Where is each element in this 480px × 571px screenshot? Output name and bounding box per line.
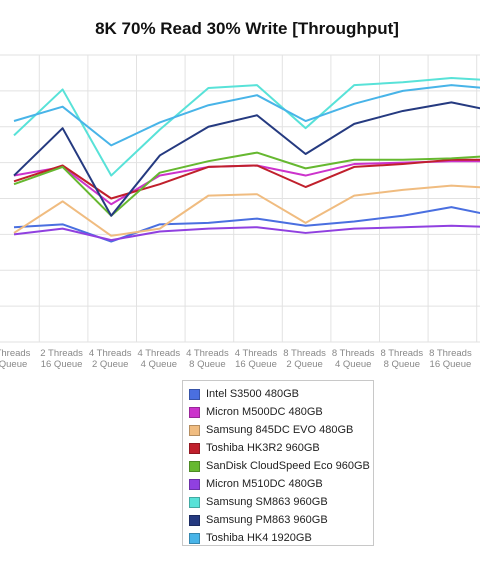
legend-item: Samsung PM863 960GB [189,511,373,529]
series-line-0 [13,206,480,243]
legend-label: Micron M500DC 480GB [206,406,323,418]
legend-item: Micron M510DC 480GB [189,475,373,493]
x-tick-label: 2 Threads 16 Queue [40,348,83,370]
legend-swatch [189,514,200,526]
x-tick-label: 4 Threads 2 Queue [89,348,132,370]
legend-item: Micron M500DC 480GB [189,403,373,421]
x-tick-label: 8 Threads 8 Queue [380,348,423,370]
legend-item: Samsung SM863 960GB [189,493,373,511]
legend-label: Intel S3500 480GB [206,388,299,400]
legend-label: Toshiba HK4 1920GB [206,532,312,544]
legend-label: SanDisk CloudSpeed Eco 960GB [206,460,370,472]
legend-swatch [189,478,200,490]
x-tick-label: 4 Threads 4 Queue [137,348,180,370]
legend-item: Toshiba HK4 1920GB [189,529,373,547]
legend-item: Intel S3500 480GB [189,385,373,403]
x-tick-label: ThreadsQueue [0,348,31,370]
legend-swatch [189,460,200,472]
x-tick-label: 8 Threads 2 Queue [283,348,326,370]
legend-swatch [189,442,200,454]
legend-label: Micron M510DC 480GB [206,478,323,490]
legend-swatch [189,406,200,418]
legend-label: Toshiba HK3R2 960GB [206,442,320,454]
chart-title: 8K 70% Read 30% Write [Throughput] [95,19,399,38]
legend-swatch [189,424,200,436]
legend-swatch [189,388,200,400]
series-line-7 [13,101,480,217]
legend: Intel S3500 480GB Micron M500DC 480GB Sams… [182,380,374,546]
legend-item: Toshiba HK3R2 960GB [189,439,373,457]
series-lines [13,76,480,243]
legend-label: Samsung 845DC EVO 480GB [206,424,354,436]
x-tick-label: 4 Threads 8 Queue [186,348,229,370]
x-tick-label: 8 Threads 4 Queue [332,348,375,370]
series-line-6 [13,76,480,177]
legend-swatch [189,496,200,508]
legend-label: Samsung PM863 960GB [206,514,328,526]
legend-item: Samsung 845DC EVO 480GB [189,421,373,439]
series-line-8 [13,84,480,147]
x-tick-label: 4 Threads 16 Queue [235,348,278,370]
legend-label: Samsung SM863 960GB [206,496,328,508]
series-line-2 [13,184,480,237]
x-tick-label: 8 Threads 16 Queue [429,348,472,370]
series-line-4 [13,151,480,217]
legend-swatch [189,532,200,544]
legend-item: SanDisk CloudSpeed Eco 960GB [189,457,373,475]
series-line-5 [13,224,480,242]
